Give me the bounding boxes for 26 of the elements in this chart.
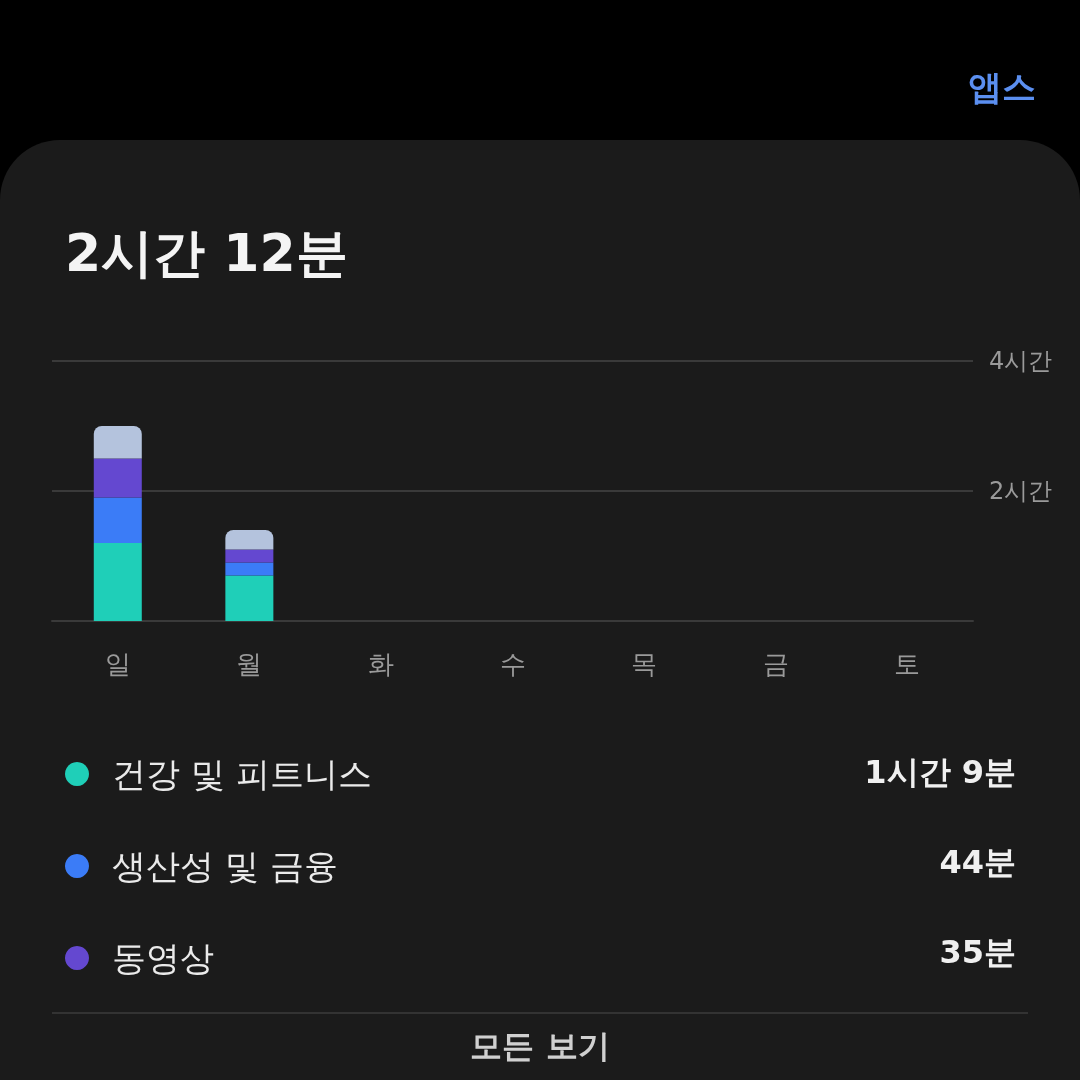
bar xyxy=(93,497,142,543)
text: 앱스 xyxy=(968,67,1036,107)
x-tick-label: 일 xyxy=(104,649,131,679)
y-tick-label: 2시간 xyxy=(989,477,1053,505)
bar xyxy=(93,543,142,621)
y-tick-label: 4시간 xyxy=(989,347,1053,375)
text: 44분 xyxy=(939,843,1016,881)
bar xyxy=(225,549,274,563)
text: 모든 보기 xyxy=(470,1027,610,1065)
bar xyxy=(225,530,274,550)
x-tick-label: 목 xyxy=(631,649,658,679)
chart-title: 2시간 12분 xyxy=(65,223,348,283)
text: 35분 xyxy=(939,933,1016,971)
x-tick-label: 월 xyxy=(236,649,263,679)
legend-label: 건강 및 피트니스 xyxy=(112,754,372,794)
legend-label: 동영상 xyxy=(112,938,214,978)
x-tick-label: 화 xyxy=(367,649,394,679)
legend-label: 생산성 및 금융 xyxy=(112,846,338,886)
bar xyxy=(225,575,274,621)
text: 1시간 9분 xyxy=(864,753,1016,791)
bar xyxy=(93,458,142,498)
x-tick-label: 금 xyxy=(762,649,789,679)
bar xyxy=(93,426,142,459)
x-tick-label: 토 xyxy=(894,649,921,679)
x-tick-label: 수 xyxy=(499,649,526,679)
bar xyxy=(225,562,274,576)
